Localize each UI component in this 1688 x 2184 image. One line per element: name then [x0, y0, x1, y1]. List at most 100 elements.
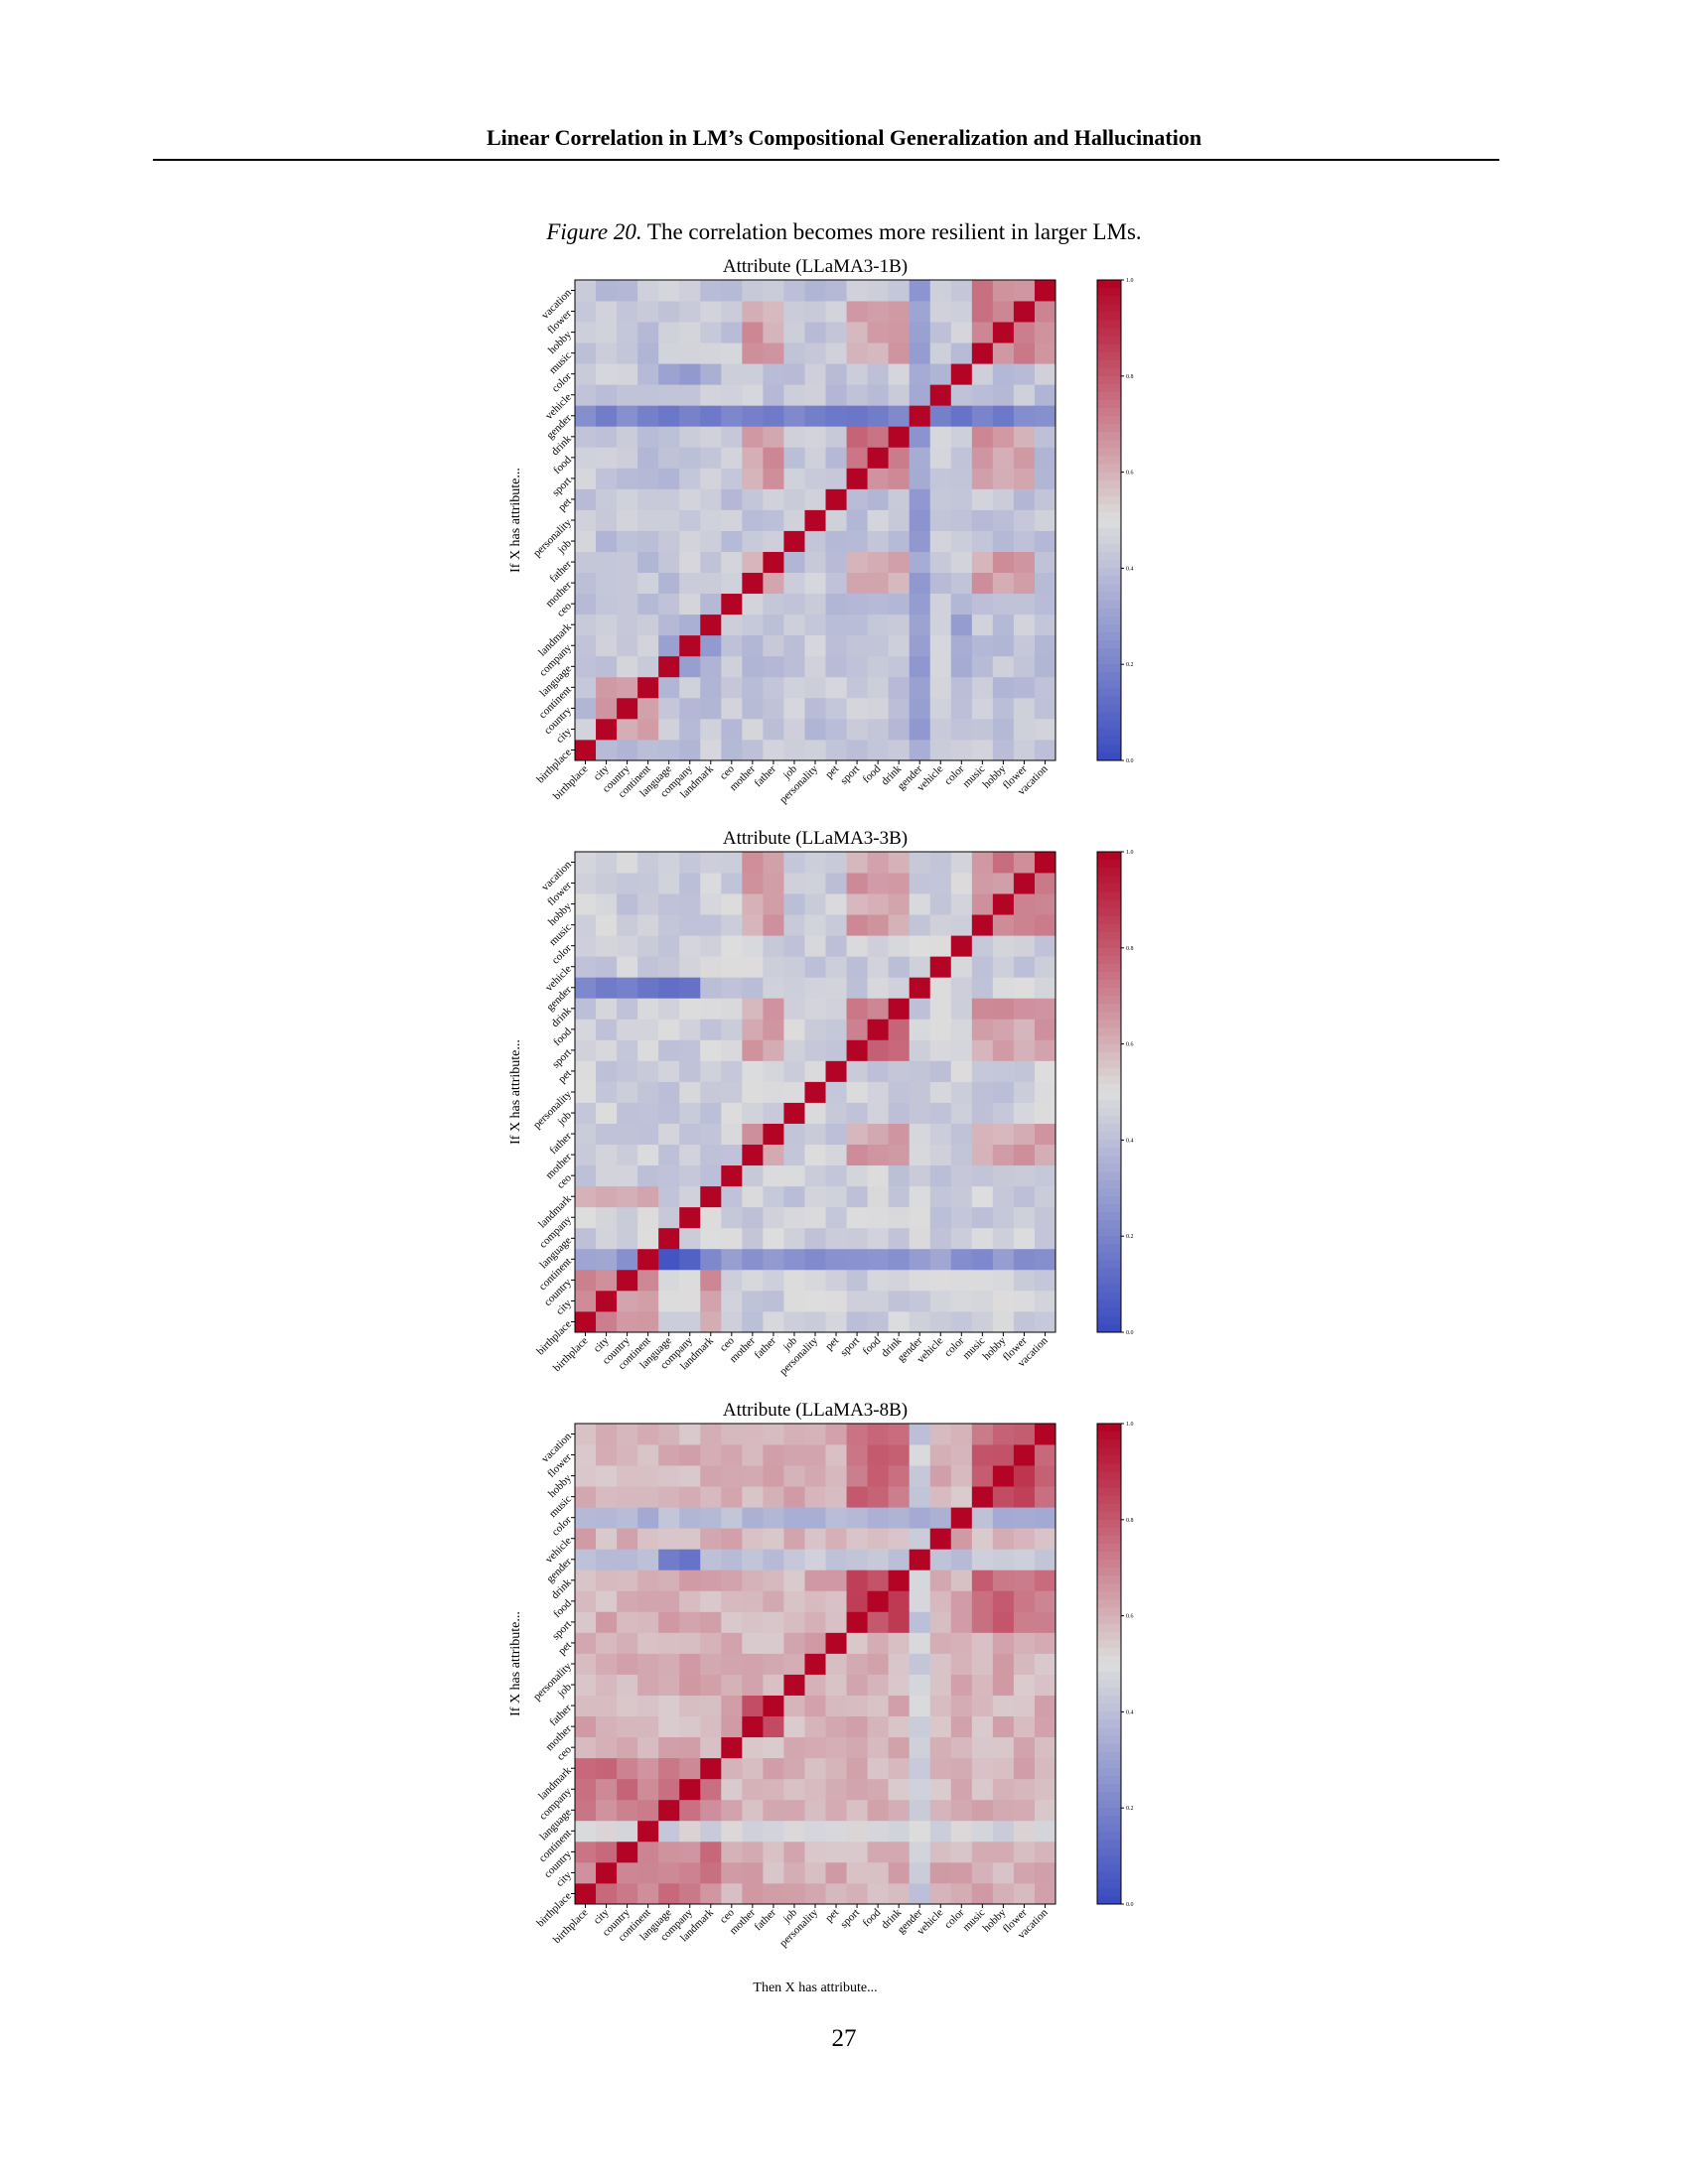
heatmap-cell — [721, 1290, 743, 1312]
heatmap-cell — [804, 280, 826, 302]
heatmap-cell — [700, 384, 722, 406]
heatmap-cell — [1034, 1882, 1056, 1905]
heatmap-cell — [888, 718, 911, 741]
heatmap-cell — [637, 893, 659, 915]
heatmap-cell — [679, 634, 701, 657]
heatmap-cell — [721, 363, 743, 385]
heatmap-cell — [575, 1632, 597, 1654]
heatmap-cell — [700, 468, 722, 489]
colorbar-frame — [1096, 279, 1122, 761]
heatmap-cell — [1013, 1611, 1036, 1633]
heatmap-cell — [909, 893, 931, 915]
heatmap-cell — [721, 301, 743, 323]
heatmap-cell — [825, 1736, 847, 1759]
heatmap-cell — [596, 1757, 618, 1780]
heatmap-cell — [867, 1164, 890, 1187]
heatmap-cell — [867, 1123, 890, 1146]
colorbar-segment — [1097, 1767, 1121, 1777]
heatmap-cell — [742, 509, 764, 531]
heatmap-cell — [950, 1060, 973, 1082]
colorbar-segment — [1097, 359, 1121, 369]
heatmap-cell — [971, 280, 994, 302]
heatmap-cell — [950, 893, 973, 915]
heatmap-cell — [992, 1248, 1015, 1271]
heatmap-cell — [679, 280, 701, 302]
heatmap-cell — [1013, 914, 1036, 936]
heatmap-cell — [950, 468, 973, 489]
heatmap-cell — [783, 1653, 805, 1675]
heatmap-cell — [763, 1206, 784, 1229]
heatmap-cell — [804, 1444, 826, 1466]
heatmap-cell — [637, 977, 659, 999]
heatmap-cell — [1034, 1102, 1056, 1124]
heatmap-cell — [929, 1507, 952, 1529]
heatmap-cell — [658, 488, 680, 510]
heatmap-cell — [867, 852, 890, 874]
heatmap-cell — [783, 1060, 805, 1082]
heatmap-cell — [679, 614, 701, 636]
colorbar-segment — [1097, 1647, 1121, 1657]
heatmap-cell — [804, 1248, 826, 1271]
heatmap-cell — [596, 852, 618, 874]
heatmap-cell — [825, 1715, 847, 1738]
heatmap-cell — [721, 551, 743, 574]
y-axis-label: If X has attribute... — [508, 1039, 523, 1145]
heatmap-cell — [1013, 426, 1036, 448]
heatmap-cell — [846, 1310, 869, 1333]
heatmap-cell — [617, 1590, 638, 1612]
heatmap-cell — [1034, 280, 1056, 302]
heatmap-cell — [679, 1039, 701, 1061]
heatmap-cell — [804, 509, 826, 531]
heatmap-cell — [700, 593, 722, 615]
colorbar-segment — [1097, 432, 1121, 441]
heatmap-cell — [867, 1102, 890, 1124]
heatmap-cell — [742, 301, 764, 323]
chart-title: Attribute (LLaMA3-3B) — [723, 828, 908, 849]
heatmap-cell — [888, 447, 911, 469]
heatmap-cell — [929, 1653, 952, 1675]
x-tick-label: father — [752, 1334, 778, 1361]
heatmap-cell — [637, 1674, 659, 1696]
heatmap-cell — [992, 488, 1015, 510]
heatmap-cell — [909, 634, 931, 657]
y-tick-label: personality — [531, 1088, 574, 1131]
heatmap-cell — [742, 447, 764, 469]
heatmap-cell — [596, 1123, 618, 1146]
heatmap-cell — [867, 1674, 890, 1696]
heatmap-cell — [637, 1465, 659, 1487]
heatmap-cell — [700, 447, 722, 469]
heatmap-cell — [617, 697, 638, 720]
heatmap-cell — [575, 1185, 597, 1208]
heatmap-cell — [971, 1653, 994, 1675]
heatmap-cell — [658, 1081, 680, 1103]
heatmap-cell — [637, 873, 659, 894]
heatmap-cell — [763, 977, 784, 999]
heatmap-cell — [721, 1081, 743, 1103]
heatmap-cell — [721, 1144, 743, 1166]
heatmap-cell — [909, 1310, 931, 1333]
heatmap-cell — [846, 1507, 869, 1529]
heatmap-cell — [992, 1778, 1015, 1801]
heatmap-cell — [679, 852, 701, 874]
figure-caption: Figure 20. The correlation becomes more … — [0, 219, 1688, 245]
colorbar-segment — [1097, 1623, 1121, 1633]
colorbar-segment — [1097, 520, 1121, 529]
heatmap-cell — [992, 1799, 1015, 1822]
heatmap-cell — [617, 1799, 638, 1822]
colorbar-segment — [1097, 1455, 1121, 1464]
heatmap-cell — [742, 1123, 764, 1146]
heatmap-cell — [1034, 509, 1056, 531]
heatmap-cell — [825, 593, 847, 615]
heatmap-cell — [679, 1019, 701, 1040]
heatmap-cell — [658, 1507, 680, 1529]
heatmap-cell — [971, 977, 994, 999]
heatmap-cell — [721, 1123, 743, 1146]
heatmap-cell — [888, 1019, 911, 1040]
heatmap-cell — [804, 530, 826, 552]
heatmap-cell — [971, 1590, 994, 1612]
heatmap-cell — [700, 1019, 722, 1040]
heatmap-cell — [637, 1144, 659, 1166]
heatmap-cell — [783, 914, 805, 936]
heatmap-cell — [929, 739, 952, 761]
heatmap-cell — [700, 1861, 722, 1884]
